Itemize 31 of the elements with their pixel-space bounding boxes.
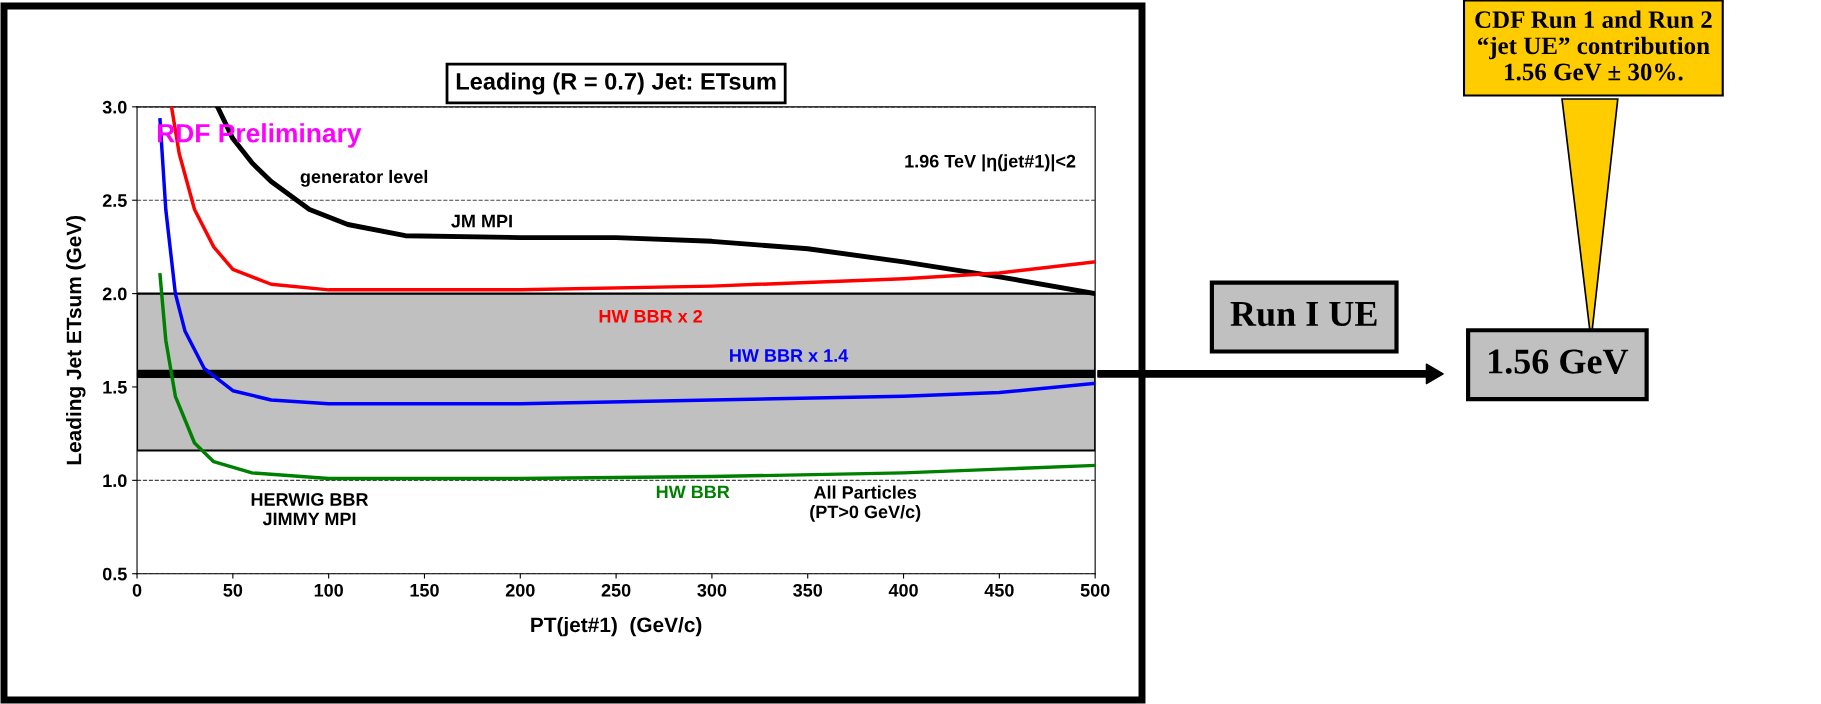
x-tick-label: 500 [1080,583,1110,597]
x-tick-label: 300 [697,583,727,597]
x-tick-label: 350 [793,583,823,597]
annotation: All Particles (PT>0 GeV/c) [810,485,921,522]
series-label: JM MPI [451,214,512,228]
x-axis-title: PT(jet#1) (GeV/c) [531,616,702,637]
text: CDF Run 1 and Run 2 “jet UE” contribution 1.56 GeV ± 30%. [1475,10,1712,81]
y-tick-label: 1.0 [103,474,127,488]
x-tick-label: 400 [888,583,918,597]
x-tick-label: 200 [505,583,535,597]
y-tick-label: 2.5 [102,194,127,207]
annotation: 1.96 TeV |η(jet#1)|<2 [905,154,1076,172]
y-tick-label: 0.5 [102,567,127,581]
text: 1.56 GeV [1489,349,1629,374]
chart-title: Leading (R = 0.7) Jet: ETsum [456,72,776,95]
text: Run I UE [1230,302,1377,327]
series-label: HW BBR [656,485,730,499]
x-tick-label: 0 [132,583,142,597]
y-tick-label: 1.5 [103,381,127,394]
x-tick-label: 100 [314,583,343,597]
y-tick-label: 3.0 [102,100,127,114]
x-tick-label: 150 [410,583,439,597]
annotation: HERWIG BBR JIMMY MPI [251,493,369,526]
y-axis-title: Leading Jet ETsum (GeV) [66,215,86,465]
x-tick-label: 250 [601,583,631,597]
x-tick-label: 50 [223,583,243,597]
y-tick-label: 2.0 [102,287,127,301]
series-label: HW BBR x 2 [599,309,703,323]
annotation: generator level [300,169,428,187]
series-label: HW BBR x 1.4 [730,349,849,362]
x-tick-label: 450 [984,583,1014,597]
